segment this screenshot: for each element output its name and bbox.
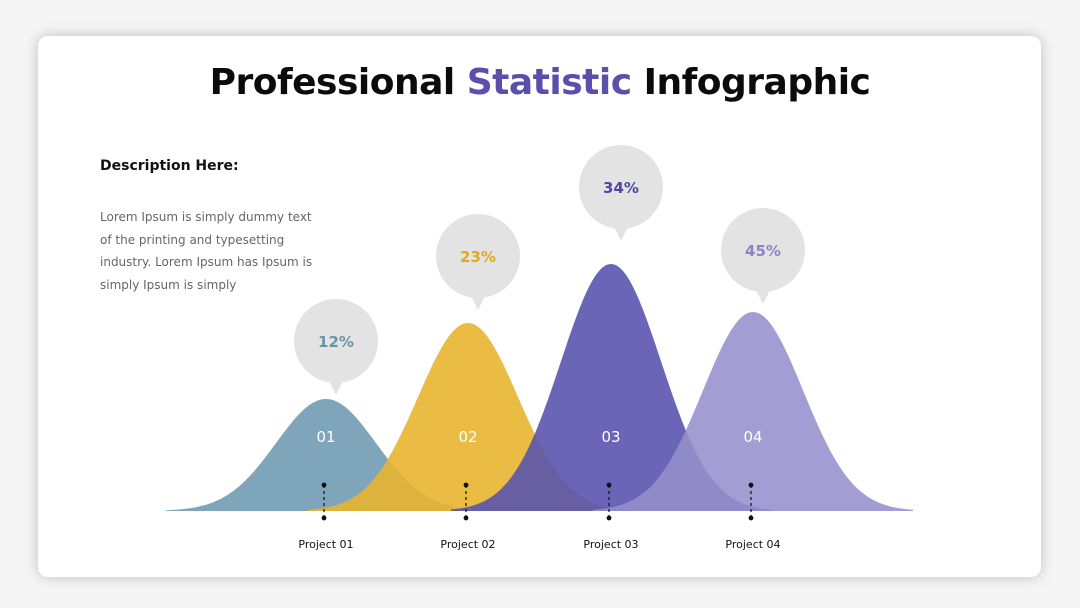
bell-curve-4: [593, 312, 913, 511]
marker-dot-bottom-3: [606, 515, 612, 521]
description-body: Lorem Ipsum is simply dummy text of the …: [100, 210, 313, 292]
project-number-3: 03: [601, 428, 620, 446]
title-part-1: Professional: [209, 62, 467, 103]
value-bubble-3: 34%: [579, 145, 663, 241]
value-label-3: 34%: [603, 179, 639, 197]
value-label-2: 23%: [460, 248, 496, 266]
marker-dot-top-2: [463, 482, 469, 488]
value-label-4: 45%: [745, 242, 781, 260]
bubble-circle: [721, 208, 805, 292]
marker-dot-top-3: [606, 482, 612, 488]
category-label-1: Project 01: [298, 538, 353, 551]
value-label-1: 12%: [318, 333, 354, 351]
bubble-circle: [436, 214, 520, 298]
project-number-2: 02: [458, 428, 477, 446]
bubble-circle: [294, 299, 378, 383]
project-number-4: 04: [743, 428, 762, 446]
category-label-3: Project 03: [583, 538, 638, 551]
project-number-1: 01: [316, 428, 335, 446]
bubble-pointer: [613, 225, 629, 241]
bubble-pointer: [328, 379, 344, 395]
title-part-3: Infographic: [631, 62, 871, 103]
value-bubble-1: 12%: [294, 299, 378, 395]
value-bubble-2: 23%: [436, 214, 520, 310]
bubble-circle: [579, 145, 663, 229]
page-title: Professional Statistic Infographic: [0, 62, 1080, 103]
marker-dot-top-1: [321, 482, 327, 488]
bubble-pointer: [470, 294, 486, 310]
category-label-2: Project 02: [440, 538, 495, 551]
marker-dot-bottom-1: [321, 515, 327, 521]
marker-dot-top-4: [748, 482, 754, 488]
description-heading: Description Here:: [100, 158, 239, 174]
marker-dot-bottom-4: [748, 515, 754, 521]
marker-dot-bottom-2: [463, 515, 469, 521]
bubble-pointer: [755, 288, 771, 304]
value-bubble-4: 45%: [721, 208, 805, 304]
category-label-4: Project 04: [725, 538, 780, 551]
title-accent: Statistic: [466, 62, 632, 103]
